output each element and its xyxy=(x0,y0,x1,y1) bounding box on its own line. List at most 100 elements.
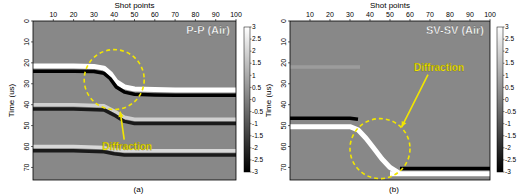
annotation-arrowhead xyxy=(118,112,123,118)
x-tick xyxy=(330,19,331,21)
panel-title: P-P (Air) xyxy=(186,24,230,36)
annotation-arrowhead xyxy=(402,121,407,127)
x-tick xyxy=(470,19,471,21)
colorbar-tick-label: 2.5 xyxy=(252,35,261,42)
caption: (a) xyxy=(134,185,144,194)
y-tick xyxy=(288,41,290,42)
x-tick xyxy=(215,19,216,21)
x-tick-label: 40 xyxy=(366,11,374,18)
y-tick xyxy=(31,41,33,42)
colorbar xyxy=(497,27,503,172)
colorbar-tick-label: 1 xyxy=(505,72,509,79)
colorbar-tick-label: 1.5 xyxy=(252,59,261,66)
x-tick-label: 50 xyxy=(386,11,394,18)
x-tick-label: 70 xyxy=(171,11,179,18)
colorbar-tick-label: -2 xyxy=(505,144,511,151)
colorbar-tick-label: -1.5 xyxy=(505,132,517,139)
colorbar-tick-label: 3 xyxy=(505,23,509,30)
x-tick-label: 80 xyxy=(446,11,454,18)
y-tick-label: 40 xyxy=(23,101,30,109)
colorbar-tick-label: -2 xyxy=(252,144,258,151)
colorbar xyxy=(244,27,250,172)
annotation-label: Diffraction xyxy=(102,141,152,152)
colorbar-tick-label: 0.5 xyxy=(252,84,261,91)
y-tick xyxy=(288,104,290,105)
x-tick-label: 60 xyxy=(151,11,159,18)
x-tick xyxy=(390,19,391,21)
x-tick-label: 20 xyxy=(326,11,334,18)
wavefront xyxy=(290,127,400,174)
wavefront xyxy=(33,105,236,120)
colorbar-tick-label: -0.5 xyxy=(505,108,517,115)
x-tick-label: 50 xyxy=(131,11,139,18)
wavefront xyxy=(400,167,490,171)
x-tick xyxy=(310,19,311,21)
wavefront xyxy=(290,65,360,69)
y-tick-label: 30 xyxy=(280,80,287,88)
colorbar-tick-label: -3 xyxy=(252,168,258,175)
wavefront xyxy=(33,71,236,95)
wavefront xyxy=(290,118,358,119)
x-tick xyxy=(450,19,451,21)
y-tick xyxy=(288,83,290,84)
y-tick xyxy=(31,62,33,63)
x-tick-label: 10 xyxy=(306,11,314,18)
x-tick-label: 30 xyxy=(90,11,98,18)
colorbar-tick-label: 2.5 xyxy=(505,35,514,42)
x-tick-label: 20 xyxy=(70,11,78,18)
colorbar-tick-label: 0 xyxy=(505,96,509,103)
y-tick xyxy=(288,21,290,22)
y-tick xyxy=(31,104,33,105)
colorbar-tick-label: 0 xyxy=(252,96,256,103)
x-tick-label: 60 xyxy=(406,11,414,18)
y-tick-label: 20 xyxy=(23,59,30,67)
x-tick xyxy=(350,19,351,21)
colorbar-tick-label: -3 xyxy=(505,168,511,175)
y-tick-label: 70 xyxy=(280,163,287,171)
y-tick xyxy=(31,83,33,84)
y-tick-label: 30 xyxy=(23,80,30,88)
figure: 102030405060708090100Shot points01020304… xyxy=(0,0,520,194)
plot-background xyxy=(33,21,236,180)
x-tick xyxy=(73,19,74,21)
x-tick-label: 40 xyxy=(110,11,118,18)
x-tick xyxy=(175,19,176,21)
y-tick-label: 50 xyxy=(280,122,287,130)
x-tick-label: 10 xyxy=(49,11,57,18)
x-tick-label: 70 xyxy=(426,11,434,18)
x-tick-label: 90 xyxy=(466,11,474,18)
y-axis-label: Time (us) xyxy=(7,83,16,117)
x-axis-label: Shot points xyxy=(370,1,410,10)
panel: 102030405060708090100Shot points01020304… xyxy=(264,1,517,194)
y-tick xyxy=(288,167,290,168)
x-tick xyxy=(370,19,371,21)
colorbar-tick-label: 2 xyxy=(505,47,509,54)
colorbar-tick-label: -1.5 xyxy=(252,132,264,139)
y-tick-label: 0 xyxy=(23,19,30,23)
series-group xyxy=(33,66,236,155)
y-axis-label: Time (us) xyxy=(264,83,273,117)
x-tick xyxy=(410,19,411,21)
colorbar-tick-label: -1 xyxy=(505,120,511,127)
y-tick xyxy=(31,167,33,168)
annotation-arrow xyxy=(402,75,428,127)
x-tick-label: 90 xyxy=(212,11,220,18)
x-tick xyxy=(114,19,115,21)
y-tick-label: 40 xyxy=(280,101,287,109)
y-tick-label: 50 xyxy=(23,122,30,130)
y-tick xyxy=(288,62,290,63)
x-tick-label: 30 xyxy=(346,11,354,18)
x-tick xyxy=(93,19,94,21)
y-tick xyxy=(31,21,33,22)
colorbar-tick-label: -0.5 xyxy=(252,108,264,115)
x-tick xyxy=(134,19,135,21)
y-tick xyxy=(31,125,33,126)
colorbar-tick-label: 3 xyxy=(252,23,256,30)
panel-title: SV-SV (Air) xyxy=(426,24,484,36)
y-tick-label: 20 xyxy=(280,59,287,67)
annotation-circle xyxy=(350,119,410,179)
y-tick-label: 60 xyxy=(280,143,287,151)
y-tick xyxy=(288,146,290,147)
y-tick xyxy=(31,146,33,147)
colorbar-tick-label: -1 xyxy=(252,120,258,127)
